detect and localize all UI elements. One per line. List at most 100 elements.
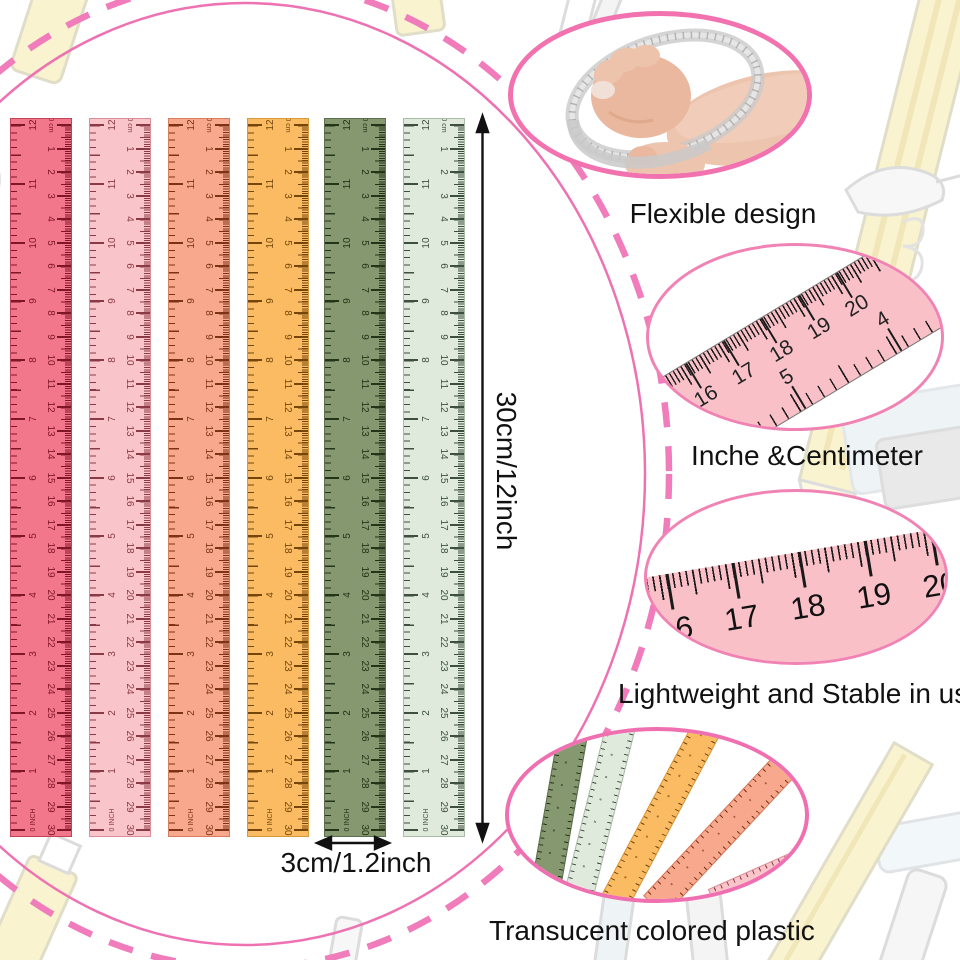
inch-tick: [248, 241, 262, 244]
cm-tick: [215, 782, 229, 784]
inch-number: 7: [28, 415, 39, 422]
inch-number: 4: [421, 592, 432, 598]
cm-tick: [371, 265, 385, 267]
cm-number: 4: [45, 216, 56, 222]
cm-tick: [294, 194, 308, 197]
inch-tick: [169, 535, 183, 538]
cm-tick: [371, 617, 385, 620]
cm-tick: [215, 500, 229, 502]
cm-tick: [57, 664, 71, 667]
cm-number: 8: [203, 310, 214, 316]
cm-tick: [215, 312, 229, 314]
cm-tick: [294, 688, 308, 690]
inch-number: 11: [265, 178, 276, 189]
inch-number: 10: [421, 236, 432, 249]
inch-number: 4: [342, 592, 353, 598]
cm-number: 16: [282, 495, 293, 507]
cm-tick: [57, 594, 71, 596]
inch-number: 6: [107, 474, 118, 481]
cm-number: 15: [282, 471, 293, 484]
cm-number: 3: [124, 192, 135, 199]
cm-number: 4: [203, 216, 214, 222]
cm-number: 15: [438, 471, 449, 484]
inch-number: 1: [421, 768, 432, 775]
cm-number: 17: [721, 597, 762, 638]
cm-tick: [215, 476, 229, 479]
cm-number: 3: [203, 192, 214, 199]
cm-tick: [450, 805, 464, 808]
cm-number: 24: [282, 683, 293, 695]
cm-number: 19: [438, 565, 449, 578]
cm-number: 2: [45, 169, 56, 175]
cm-number: 18: [359, 542, 370, 554]
inch-number: 3: [107, 650, 118, 657]
cm-tick: [450, 406, 464, 408]
cm-number: 10: [45, 354, 56, 366]
cm-number: 30: [438, 824, 449, 836]
cm-number: 12: [438, 401, 449, 413]
inch-number: 9: [421, 298, 432, 305]
cm-tick: [371, 641, 385, 643]
cm-number: 29: [45, 800, 56, 813]
cm-tick: [57, 194, 71, 197]
inch-number: 8: [107, 357, 118, 363]
inch-number: 11: [421, 178, 432, 189]
cm-tick: [371, 735, 385, 737]
cm-number: 30: [124, 824, 135, 836]
cm-tick: [450, 547, 464, 549]
cm-number: 28: [124, 777, 135, 789]
cm-number: 2: [282, 169, 293, 175]
cm-tick: [294, 711, 308, 714]
cm-number: 19: [124, 565, 135, 578]
cm-number: 27: [124, 753, 135, 766]
cm-number: 18: [124, 542, 135, 554]
cm-tick: [215, 359, 229, 361]
inch-tick: [325, 652, 339, 655]
inch-tick: [404, 829, 418, 831]
cm-tick: [215, 758, 229, 761]
inch-tick: [90, 359, 104, 361]
cm-number: 7: [282, 286, 293, 293]
inch-number: 1: [265, 768, 276, 775]
inch-tick: [248, 182, 262, 185]
cm-tick: [57, 641, 71, 643]
cm-number: 15: [359, 471, 370, 484]
cm-number: 26: [359, 730, 370, 742]
inch-number: 12: [265, 119, 276, 131]
cm-tick: [294, 124, 308, 126]
cm-number: 19: [282, 565, 293, 578]
cm-tick: [450, 594, 464, 596]
cm-number: 1: [45, 145, 56, 152]
ruler-orange: 0 cm 1 2 3 4 5 6 7 8 9 10 11 12 13 14 15 16 17 18 19 20 21 22 2…: [247, 118, 309, 837]
inch-tick: [248, 124, 262, 126]
cm-tick: [215, 570, 229, 573]
inch-number: 8: [421, 357, 432, 363]
cm-number: 12: [359, 401, 370, 413]
cm-number: 27: [45, 753, 56, 766]
cm-tick: [57, 547, 71, 549]
cm-tick: [57, 617, 71, 620]
cm-number: 14: [124, 448, 135, 460]
cm-number: 0 cm: [440, 118, 447, 133]
cm-number: 25: [45, 706, 56, 719]
inch-number: 2: [265, 709, 276, 716]
caption-inch-centimeter: Inche &Centimeter: [691, 440, 923, 471]
cm-tick: [57, 758, 71, 761]
cm-tick: [294, 288, 308, 291]
cm-number: 19: [203, 565, 214, 578]
inch-tick: [90, 594, 104, 596]
cm-tick: [136, 829, 150, 831]
cm-number: 18: [203, 542, 214, 554]
inch-tick: [325, 300, 339, 303]
cm-tick: [371, 241, 385, 244]
inch-number: 1: [186, 768, 197, 775]
cm-tick: [294, 265, 308, 267]
cm-number: 21: [359, 612, 370, 625]
cm-tick: [136, 476, 150, 479]
cm-number: 11: [359, 378, 370, 389]
inch-tick: [169, 594, 183, 596]
inch-tick: [169, 417, 183, 420]
inch-tick: [404, 241, 418, 244]
cm-tick: [215, 641, 229, 643]
inch-number: 3: [342, 650, 353, 657]
